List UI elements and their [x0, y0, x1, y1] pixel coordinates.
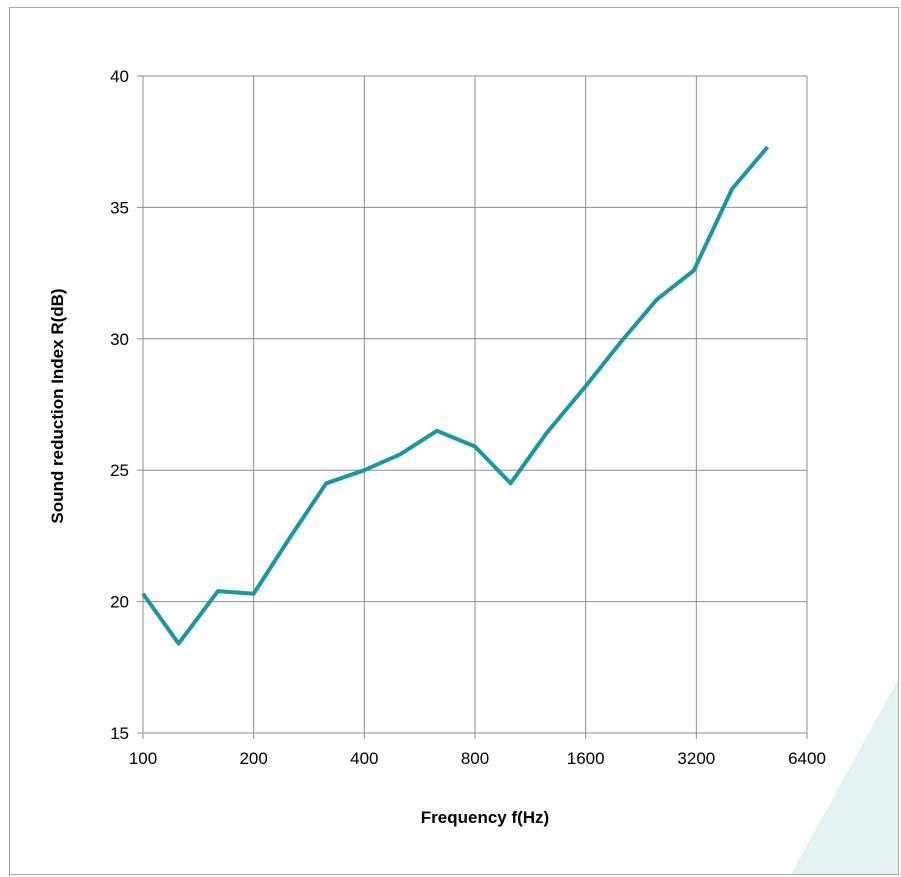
x-tick-label: 6400 — [788, 749, 826, 768]
data-series — [141, 145, 770, 646]
x-tick-label: 100 — [129, 749, 157, 768]
decorative-corner-triangle — [791, 679, 898, 874]
grid-lines — [143, 75, 808, 733]
y-axis-label: Sound reduction Index R(dB) — [48, 288, 67, 523]
tick-labels: 100 200 400 800 1600 3200 6400 15 20 25 30 35 40 — [110, 67, 826, 768]
line-chart: 100 200 400 800 1600 3200 6400 15 20 25 30 35 40 Fre… — [48, 67, 898, 874]
y-tick-label: 15 — [110, 724, 129, 743]
y-tick-label: 40 — [110, 67, 129, 86]
series-line — [141, 145, 770, 646]
x-tick-label: 3200 — [677, 749, 715, 768]
axes — [137, 75, 808, 739]
y-tick-label: 30 — [110, 330, 129, 349]
x-tick-label: 800 — [461, 749, 489, 768]
x-tick-label: 200 — [239, 749, 267, 768]
x-tick-label: 400 — [350, 749, 378, 768]
y-tick-label: 35 — [110, 198, 129, 217]
chart-frame: 100 200 400 800 1600 3200 6400 15 20 25 30 35 40 Fre… — [9, 7, 899, 875]
x-tick-label: 1600 — [567, 749, 605, 768]
y-tick-label: 20 — [110, 593, 129, 612]
y-tick-label: 25 — [110, 461, 129, 480]
x-axis-label: Frequency f(Hz) — [421, 808, 549, 827]
